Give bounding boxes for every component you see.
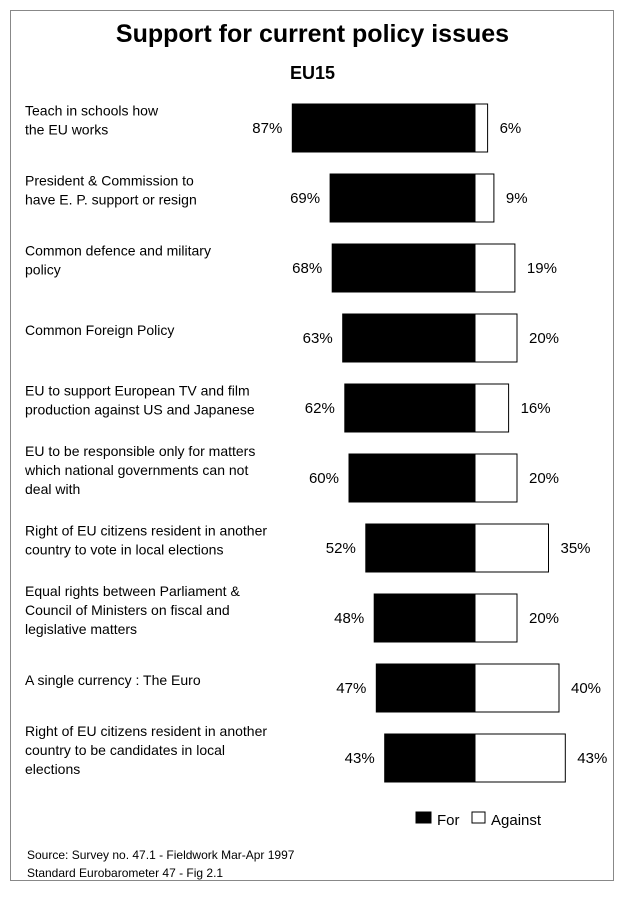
data-label-against: 40% — [571, 680, 601, 697]
bar-for — [329, 173, 476, 223]
legend-label-against: Against — [491, 812, 542, 829]
bar-against — [474, 383, 510, 433]
data-label-against: 20% — [529, 330, 559, 347]
category-label: A single currency : The Euro — [25, 672, 201, 688]
category-label: EU to support European TV and film produc… — [25, 383, 255, 418]
chart-title: Support for current policy issues — [115, 20, 510, 48]
category-label: EU to be responsible only for matters whi… — [24, 443, 255, 497]
bar-against — [474, 523, 549, 573]
bar-against — [474, 663, 560, 713]
category-label: Right of EU citizens resident in another… — [25, 523, 267, 558]
bar-against — [474, 453, 518, 503]
bar-for — [384, 733, 476, 783]
bar-for — [365, 523, 476, 573]
bar-for — [331, 243, 476, 293]
bar-against — [474, 593, 518, 643]
bar-for — [291, 103, 476, 153]
category-label: Common Foreign Policy — [25, 322, 174, 338]
category-label: Common defence and military policy — [25, 243, 211, 278]
bar-against — [474, 313, 518, 363]
source-line-2: Standard Eurobarometer 47 - Fig 2.1 — [27, 866, 224, 880]
category-label: Equal rights between Parliament & Council… — [25, 583, 240, 637]
legend-swatch-against — [471, 811, 486, 824]
category-label: President & Commission to have E. P. supp… — [25, 173, 197, 208]
data-label-for: 48% — [334, 610, 364, 627]
chart-frame — [10, 10, 614, 881]
legend-label-for: For — [437, 812, 460, 829]
data-label-for: 63% — [303, 330, 333, 347]
data-label-against: 16% — [521, 400, 551, 417]
data-label-for: 43% — [345, 750, 375, 767]
category-label: Teach in schools how the EU works — [25, 103, 159, 138]
source-line-1: Source: Survey no. 47.1 - Fieldwork Mar-… — [27, 848, 295, 862]
data-label-against: 43% — [577, 750, 607, 767]
data-label-against: 35% — [561, 540, 591, 557]
data-label-for: 47% — [336, 680, 366, 697]
bar-against — [474, 733, 566, 783]
bar-for — [373, 593, 476, 643]
data-label-for: 87% — [252, 120, 282, 137]
bar-for — [342, 313, 476, 363]
bar-for — [348, 453, 476, 503]
bar-against — [474, 173, 495, 223]
data-label-against: 20% — [529, 470, 559, 487]
data-label-for: 62% — [305, 400, 335, 417]
legend-swatch-for — [415, 811, 432, 824]
category-label: Right of EU citizens resident in another… — [25, 723, 267, 777]
data-label-for: 60% — [309, 470, 339, 487]
data-label-against: 20% — [529, 610, 559, 627]
data-label-against: 9% — [506, 190, 528, 207]
data-label-for: 52% — [326, 540, 356, 557]
bar-against — [474, 243, 516, 293]
data-label-against: 19% — [527, 260, 557, 277]
bar-for — [344, 383, 476, 433]
bar-for — [375, 663, 476, 713]
chart-subtitle: EU15 — [289, 63, 336, 83]
data-label-for: 69% — [290, 190, 320, 207]
data-label-against: 6% — [500, 120, 522, 137]
bar-against — [474, 103, 489, 153]
data-label-for: 68% — [292, 260, 322, 277]
